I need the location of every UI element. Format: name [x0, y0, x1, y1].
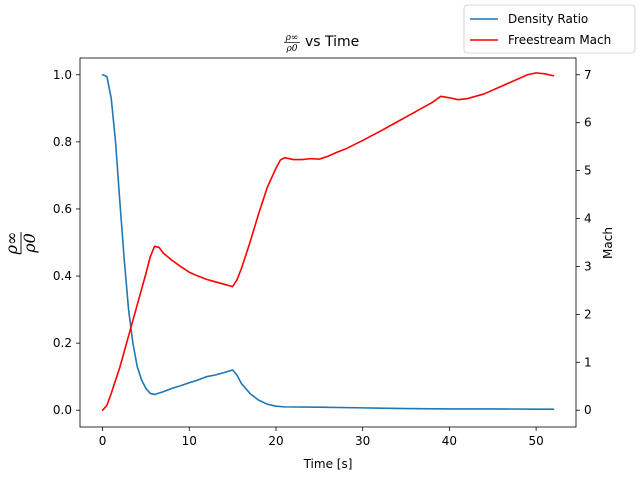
y-axis-right-label: Mach: [601, 227, 615, 259]
x-tick-label: 0: [99, 434, 107, 448]
legend-label-mach: Freestream Mach: [508, 33, 611, 47]
x-tick-label: 20: [268, 434, 283, 448]
chart-title: ρ∞ ρ0 vs Time: [284, 33, 359, 54]
title-fraction-denominator: ρ0: [285, 44, 297, 54]
y-axis-left-label: ρ∞ ρ0: [2, 232, 39, 256]
y-right-tick-label: 3: [584, 259, 592, 273]
tick-layer: 0 10 20 30 40 50 0.0 0.2 0.4 0.6 0.8 1.0 0 1 2 3 4 5 6 7: [53, 68, 592, 448]
plot-area: [79, 57, 577, 428]
y-right-tick-label: 5: [584, 164, 592, 178]
x-tick-label: 30: [355, 434, 370, 448]
y-right-tick-label: 4: [584, 212, 592, 226]
x-axis-label: Time [s]: [303, 457, 353, 471]
y-left-tick-label: 0.0: [53, 403, 72, 417]
y-left-tick-label: 0.4: [53, 269, 72, 283]
y-right-tick-label: 7: [584, 68, 592, 82]
legend: Density Ratio Freestream Mach: [463, 4, 636, 54]
series-layer: [101, 72, 555, 412]
chart-title-text: vs Time: [305, 34, 359, 50]
y-right-tick-label: 6: [584, 116, 592, 130]
series-line-freestream-mach: [101, 72, 555, 412]
y-left-tick-label: 1.0: [53, 68, 72, 82]
x-tick-label: 10: [182, 434, 197, 448]
y-right-tick-label: 2: [584, 307, 592, 321]
x-tick-label: 50: [528, 434, 543, 448]
y-left-label-denominator: ρ0: [20, 233, 39, 254]
legend-box: [463, 4, 636, 54]
series-line-density-ratio: [101, 73, 555, 411]
y-left-tick-label: 0.2: [53, 336, 72, 350]
y-left-tick-label: 0.8: [53, 135, 72, 149]
y-left-label-numerator: ρ∞: [2, 232, 21, 256]
title-fraction-numerator: ρ∞: [285, 33, 299, 43]
y-right-tick-label: 0: [584, 403, 592, 417]
y-right-tick-label: 1: [584, 355, 592, 369]
x-tick-label: 40: [442, 434, 457, 448]
legend-label-density: Density Ratio: [508, 12, 588, 26]
y-left-tick-label: 0.6: [53, 202, 72, 216]
